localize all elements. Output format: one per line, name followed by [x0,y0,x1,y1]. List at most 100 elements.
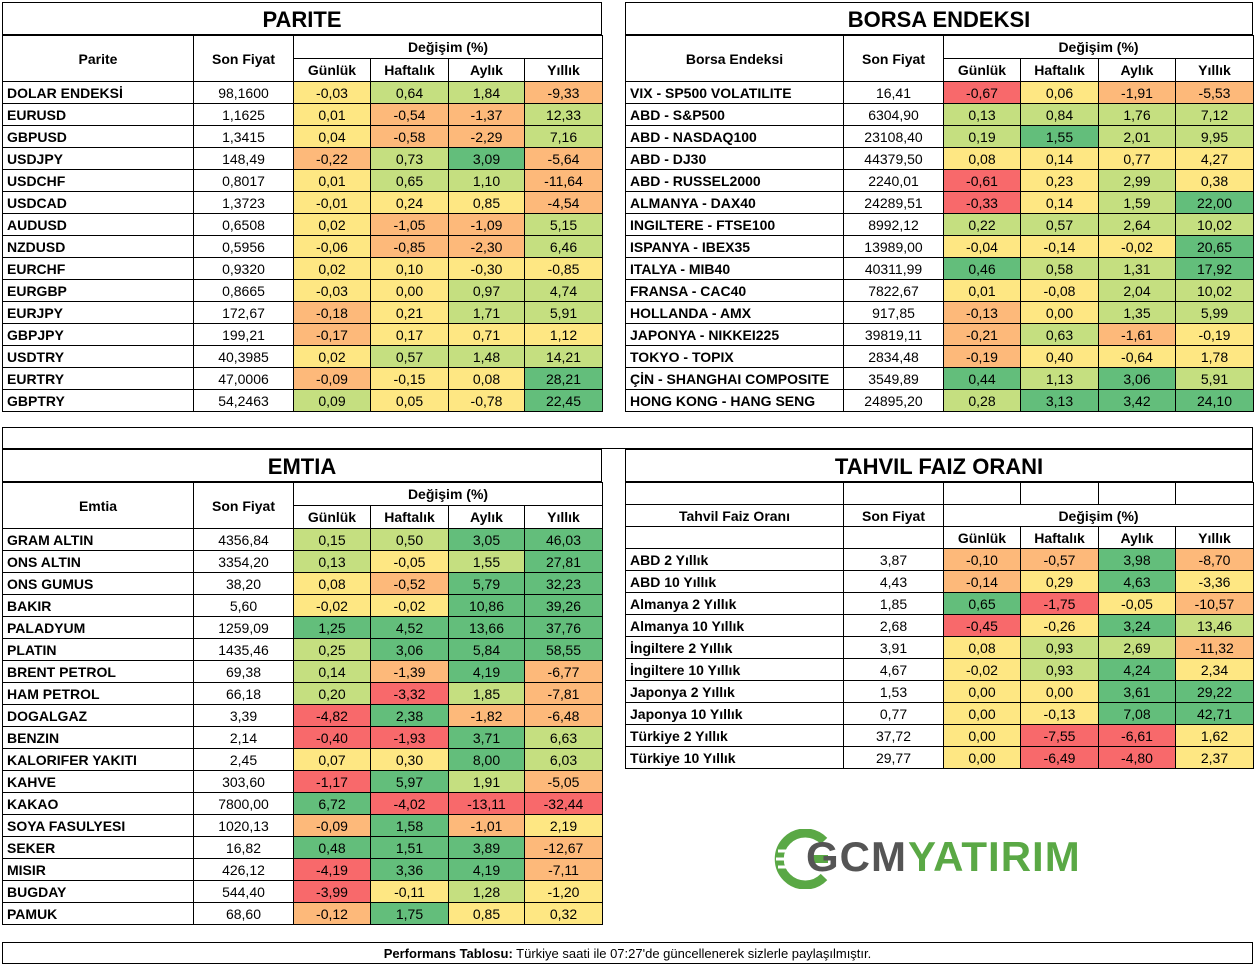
monthly-change: 4,19 [448,660,525,683]
table-row: USDCAD 1,3723 -0,01 0,24 0,85 -4,54 [2,191,603,214]
weekly-change: -4,02 [370,792,449,815]
monthly-change: -1,61 [1098,323,1176,346]
weekly-change: 1,75 [370,902,449,925]
weekly-change: -0,52 [370,572,449,595]
table-row: SEKER 16,82 0,48 1,51 3,89 -12,67 [2,836,603,859]
yearly-change: -1,20 [524,880,603,903]
weekly-change: -0,15 [370,367,449,390]
yearly-change: -11,32 [1175,636,1254,659]
weekly-change: 0,58 [1020,257,1099,280]
daily-change: 0,00 [943,702,1021,725]
weekly-change: 0,29 [1020,570,1099,593]
blank-cell [843,482,944,505]
row-name: BRENT PETROL [2,660,194,683]
daily-change: 0,01 [943,279,1021,302]
daily-change: 0,07 [293,748,371,771]
monthly-change: 1,85 [448,682,525,705]
row-name: HONG KONG - HANG SENG [625,389,844,412]
monthly-change: 1,28 [448,880,525,903]
monthly-change: -0,05 [1098,592,1176,615]
daily-change: -0,13 [943,301,1021,324]
monthly-change: 1,35 [1098,301,1176,324]
yearly-change: 1,78 [1175,345,1254,368]
daily-change: -0,12 [293,902,371,925]
table-row: EURCHF 0,9320 0,02 0,10 -0,30 -0,85 [2,257,603,280]
row-name: ABD 10 Yıllık [625,570,844,593]
row-name: USDJPY [2,147,194,170]
table-row: HONG KONG - HANG SENG 24895,20 0,28 3,13 3,4… [625,389,1254,412]
emtia-title: EMTIA [2,449,602,482]
weekly-change: 0,63 [1020,323,1099,346]
row-price: 303,60 [193,770,294,793]
monthly-change: -1,37 [448,103,525,126]
weekly-change: 0,10 [370,257,449,280]
row-price: 39819,11 [843,323,944,346]
row-price: 2,45 [193,748,294,771]
weekly-change: 0,00 [1020,301,1099,324]
row-name: Türkiye 10 Yıllık [625,746,844,769]
header-price: Son Fiyat [193,482,294,529]
daily-change: -0,02 [293,594,371,617]
daily-change: 0,08 [943,147,1021,170]
yearly-change: 28,21 [524,367,603,390]
row-price: 7822,67 [843,279,944,302]
daily-change: 0,00 [943,680,1021,703]
row-price: 0,6508 [193,213,294,236]
monthly-change: 5,84 [448,638,525,661]
yearly-change: 5,91 [1175,367,1254,390]
table-row: ISPANYA - IBEX35 13989,00 -0,04 -0,14 -0,02 2… [625,235,1254,258]
table-row: ONS GUMUS 38,20 0,08 -0,52 5,79 32,23 [2,572,603,595]
daily-change: -4,82 [293,704,371,727]
daily-change: 0,13 [943,103,1021,126]
monthly-change: 4,19 [448,858,525,881]
daily-change: 0,02 [293,257,371,280]
daily-change: 0,01 [293,103,371,126]
tahvil-table: Tahvil Faiz Oranı Son Fiyat Değişim (%) … [625,482,1254,769]
row-name: GBPJPY [2,323,194,346]
daily-change: 0,04 [293,125,371,148]
table-row: NZDUSD 0,5956 -0,06 -0,85 -2,30 6,46 [2,235,603,258]
table-row: Almanya 10 Yıllık 2,68 -0,45 -0,26 3,24 13,46 [625,614,1254,637]
monthly-change: -0,64 [1098,345,1176,368]
yearly-change: 46,03 [524,528,603,551]
row-name: USDCHF [2,169,194,192]
row-price: 98,1600 [193,81,294,104]
yearly-change: 27,81 [524,550,603,573]
row-price: 1,53 [843,680,944,703]
row-price: 13989,00 [843,235,944,258]
row-price: 0,77 [843,702,944,725]
yearly-change: 9,95 [1175,125,1254,148]
weekly-change: -0,02 [370,594,449,617]
blank-cell [843,526,944,549]
logo-gcm: GCM [806,833,907,880]
row-price: 4356,84 [193,528,294,551]
row-name: İngiltere 10 Yıllık [625,658,844,681]
row-name: Türkiye 2 Yıllık [625,724,844,747]
blank-cell [1098,482,1176,505]
table-row: AUDUSD 0,6508 0,02 -1,05 -1,09 5,15 [2,213,603,236]
weekly-change: -0,54 [370,103,449,126]
borsa-title: BORSA ENDEKSI [625,2,1253,35]
weekly-change: -1,75 [1020,592,1099,615]
table-row: USDCHF 0,8017 0,01 0,65 1,10 -11,64 [2,169,603,192]
weekly-change: 0,84 [1020,103,1099,126]
monthly-change: -13,11 [448,792,525,815]
blank-cell [1020,482,1099,505]
table-row: ALMANYA - DAX40 24289,51 -0,33 0,14 1,59 22,0… [625,191,1254,214]
table-row: KALORIFER YAKITI 2,45 0,07 0,30 8,00 6,03 [2,748,603,771]
daily-change: 0,15 [293,528,371,551]
header-change: Değişim (%) [293,35,603,59]
row-price: 1,1625 [193,103,294,126]
tahvil-title: TAHVIL FAIZ ORANI [625,449,1253,482]
row-price: 38,20 [193,572,294,595]
row-name: USDCAD [2,191,194,214]
yearly-change: 2,19 [524,814,603,837]
table-row: FRANSA - CAC40 7822,67 0,01 -0,08 2,04 10,02 [625,279,1254,302]
weekly-change: 0,23 [1020,169,1099,192]
row-price: 24895,20 [843,389,944,412]
weekly-change: 0,40 [1020,345,1099,368]
monthly-change: 1,10 [448,169,525,192]
table-row: GBPUSD 1,3415 0,04 -0,58 -2,29 7,16 [2,125,603,148]
row-price: 40,3985 [193,345,294,368]
row-name: EURJPY [2,301,194,324]
